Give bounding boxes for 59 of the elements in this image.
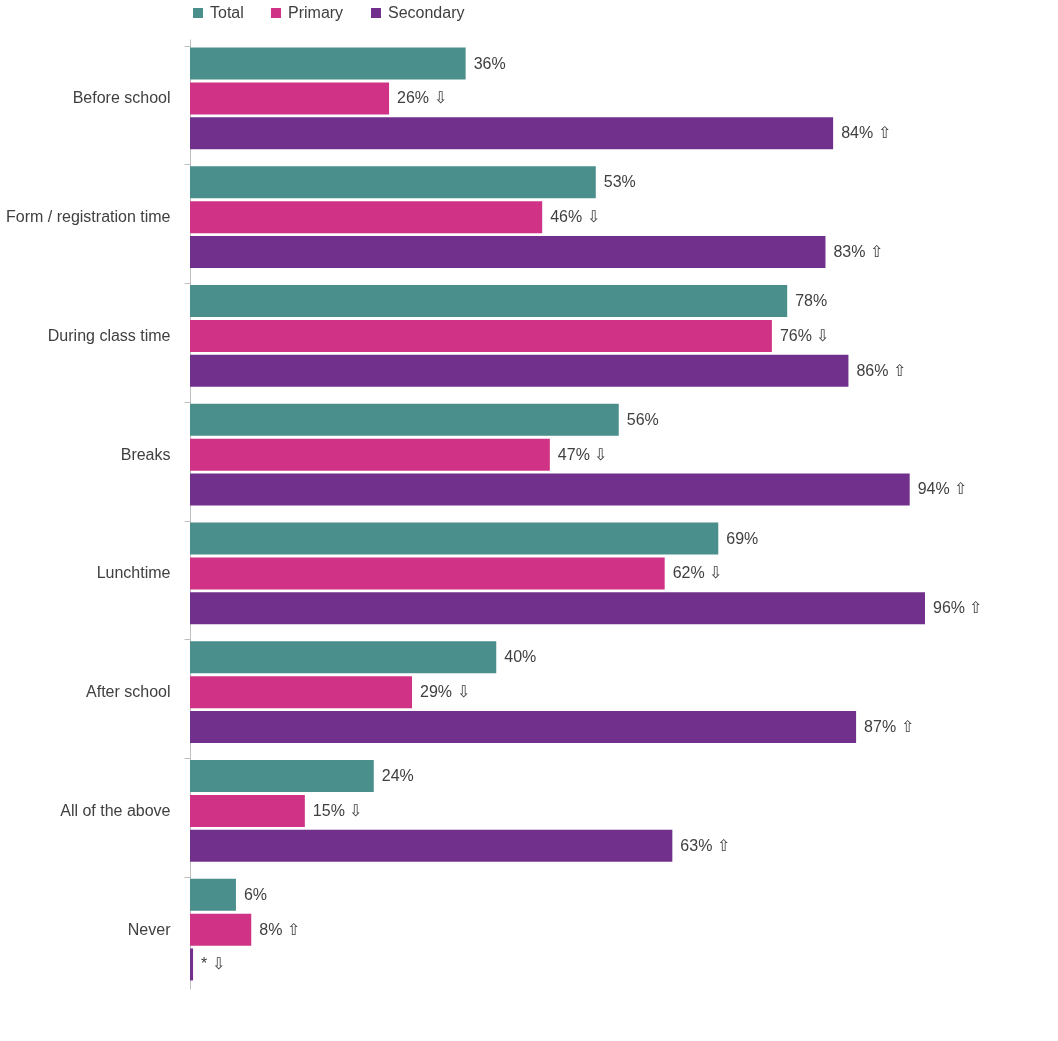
data-label: 6% (243, 885, 268, 903)
legend-label: Total (210, 4, 244, 21)
data-label: 40% (504, 648, 537, 666)
bar (190, 473, 910, 506)
bar (190, 710, 857, 743)
bar (190, 829, 673, 862)
data-label: 62% ⇩ (672, 564, 723, 582)
data-label: 36% (473, 54, 506, 72)
data-label: 78% (795, 292, 828, 310)
data-label: 26% ⇩ (397, 89, 447, 107)
y-tick-label: Form / registration time (6, 208, 171, 226)
bar (190, 641, 497, 674)
data-label: 87% ⇧ (864, 717, 914, 735)
legend-label: Secondary (388, 4, 465, 21)
bar (190, 438, 550, 471)
bar (190, 592, 925, 625)
bar (190, 557, 665, 590)
y-tick-label: Never (127, 920, 172, 938)
data-label: 69% (726, 529, 759, 547)
bar (190, 522, 719, 555)
bar (190, 948, 194, 981)
data-label: 83% ⇧ (833, 242, 883, 260)
y-tick-label: Breaks (120, 445, 171, 463)
data-label: 56% (626, 410, 659, 428)
y-tick-label: Before school (72, 89, 171, 107)
data-label: 53% (603, 173, 636, 191)
bar (190, 676, 413, 709)
bar (190, 201, 543, 234)
data-label: 84% ⇧ (841, 124, 891, 142)
data-label: 86% ⇧ (856, 361, 906, 379)
data-label: 94% ⇧ (917, 480, 968, 498)
y-tick-label: All of the above (60, 801, 171, 819)
bar (190, 117, 834, 150)
data-label: 29% ⇩ (420, 683, 470, 701)
data-label: * ⇩ (201, 955, 225, 973)
y-tick-label: After school (86, 683, 171, 701)
data-label: 46% ⇩ (550, 208, 600, 226)
bar (190, 285, 788, 318)
data-label: 15% ⇩ (312, 801, 363, 819)
data-label: 8% ⇧ (259, 920, 300, 938)
legend-label: Primary (288, 4, 344, 21)
bar (190, 794, 305, 827)
y-tick-label: During class time (47, 326, 171, 344)
data-label: 96% ⇧ (933, 599, 983, 617)
bar (190, 47, 466, 80)
bar (190, 319, 772, 352)
bar (190, 82, 390, 115)
bar (190, 760, 374, 793)
bar (190, 166, 596, 199)
bar (190, 878, 236, 911)
data-label: 76% ⇩ (779, 326, 830, 344)
bar (190, 913, 252, 946)
bar (190, 235, 826, 268)
bar (190, 354, 849, 387)
data-label: 63% ⇧ (680, 836, 730, 854)
data-label: 47% ⇩ (557, 445, 608, 463)
y-tick-label: Lunchtime (96, 564, 171, 582)
data-label: 24% (381, 767, 414, 785)
bar (190, 403, 619, 436)
